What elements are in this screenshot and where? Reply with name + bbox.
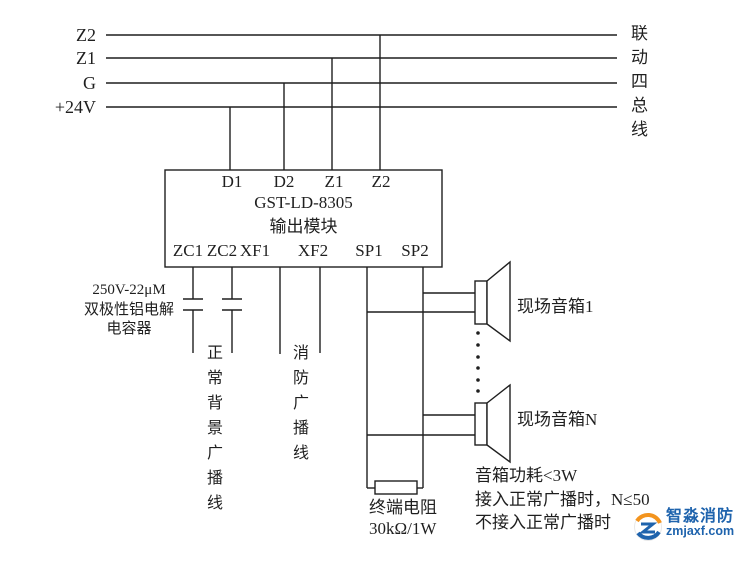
note-speaker-power: 音箱功耗<3W	[475, 466, 578, 485]
trunk-bus-label: 联动四总线	[628, 24, 647, 144]
speaker-icon	[474, 260, 511, 343]
note-not-connected: 不接入正常广播时	[475, 513, 611, 532]
resistor-label-line2: 30kΩ/1W	[369, 519, 437, 538]
bus-lines	[106, 34, 617, 170]
speaker1-label: 现场音箱1	[517, 297, 594, 316]
broadcast-wires	[279, 267, 321, 354]
capacitor-icon	[183, 267, 242, 353]
watermark-icon	[634, 513, 662, 541]
module-name: 输出模块	[269, 217, 338, 236]
terminal-d2: D2	[273, 172, 295, 191]
module-box	[164, 169, 443, 268]
terminal-xf2: XF2	[297, 241, 329, 260]
terminal-z2: Z2	[371, 172, 391, 191]
terminal-sp1: SP1	[355, 241, 383, 260]
resistor-icon	[367, 480, 423, 495]
bus-label-g: G	[83, 73, 96, 93]
module-model: GST-LD-8305	[254, 193, 353, 212]
watermark-logo: 智淼消防 zmjaxf.com	[632, 508, 734, 542]
resistor-label: 终端电阻 30kΩ/1W	[369, 497, 437, 539]
speaker-wires	[366, 267, 475, 488]
watermark-name: 智淼消防	[666, 508, 735, 525]
bus-label-24v: +24V	[54, 97, 96, 117]
terminal-sp2: SP2	[401, 241, 429, 260]
fire-broadcast-label: 消防广播线	[290, 344, 307, 469]
terminal-z1: Z1	[324, 172, 344, 191]
speakerN-label: 现场音箱N	[517, 410, 598, 429]
capacitor-note-line1: 250V-22μM	[92, 282, 166, 298]
terminal-xf1: XF1	[239, 241, 271, 260]
ellipsis-dots	[476, 331, 480, 393]
speaker-icon	[474, 383, 511, 464]
watermark-domain: zmjaxf.com	[666, 524, 735, 538]
terminal-zc2: ZC2	[206, 241, 238, 260]
capacitor-note-line3: 电容器	[106, 321, 152, 337]
capacitor-note-line2: 双极性铝电解	[83, 301, 174, 318]
terminal-d1: D1	[221, 172, 243, 191]
terminal-zc1: ZC1	[172, 241, 204, 260]
note-connected: 接入正常广播时，N≤50	[475, 490, 650, 509]
capacitor-note: 250V-22μM 双极性铝电解 电容器	[70, 281, 188, 340]
bus-label-z2: Z2	[76, 25, 96, 45]
bus-label-z1: Z1	[76, 48, 96, 68]
resistor-label-line1: 终端电阻	[369, 498, 437, 517]
normal-broadcast-label: 正常背景广播线	[204, 344, 221, 519]
